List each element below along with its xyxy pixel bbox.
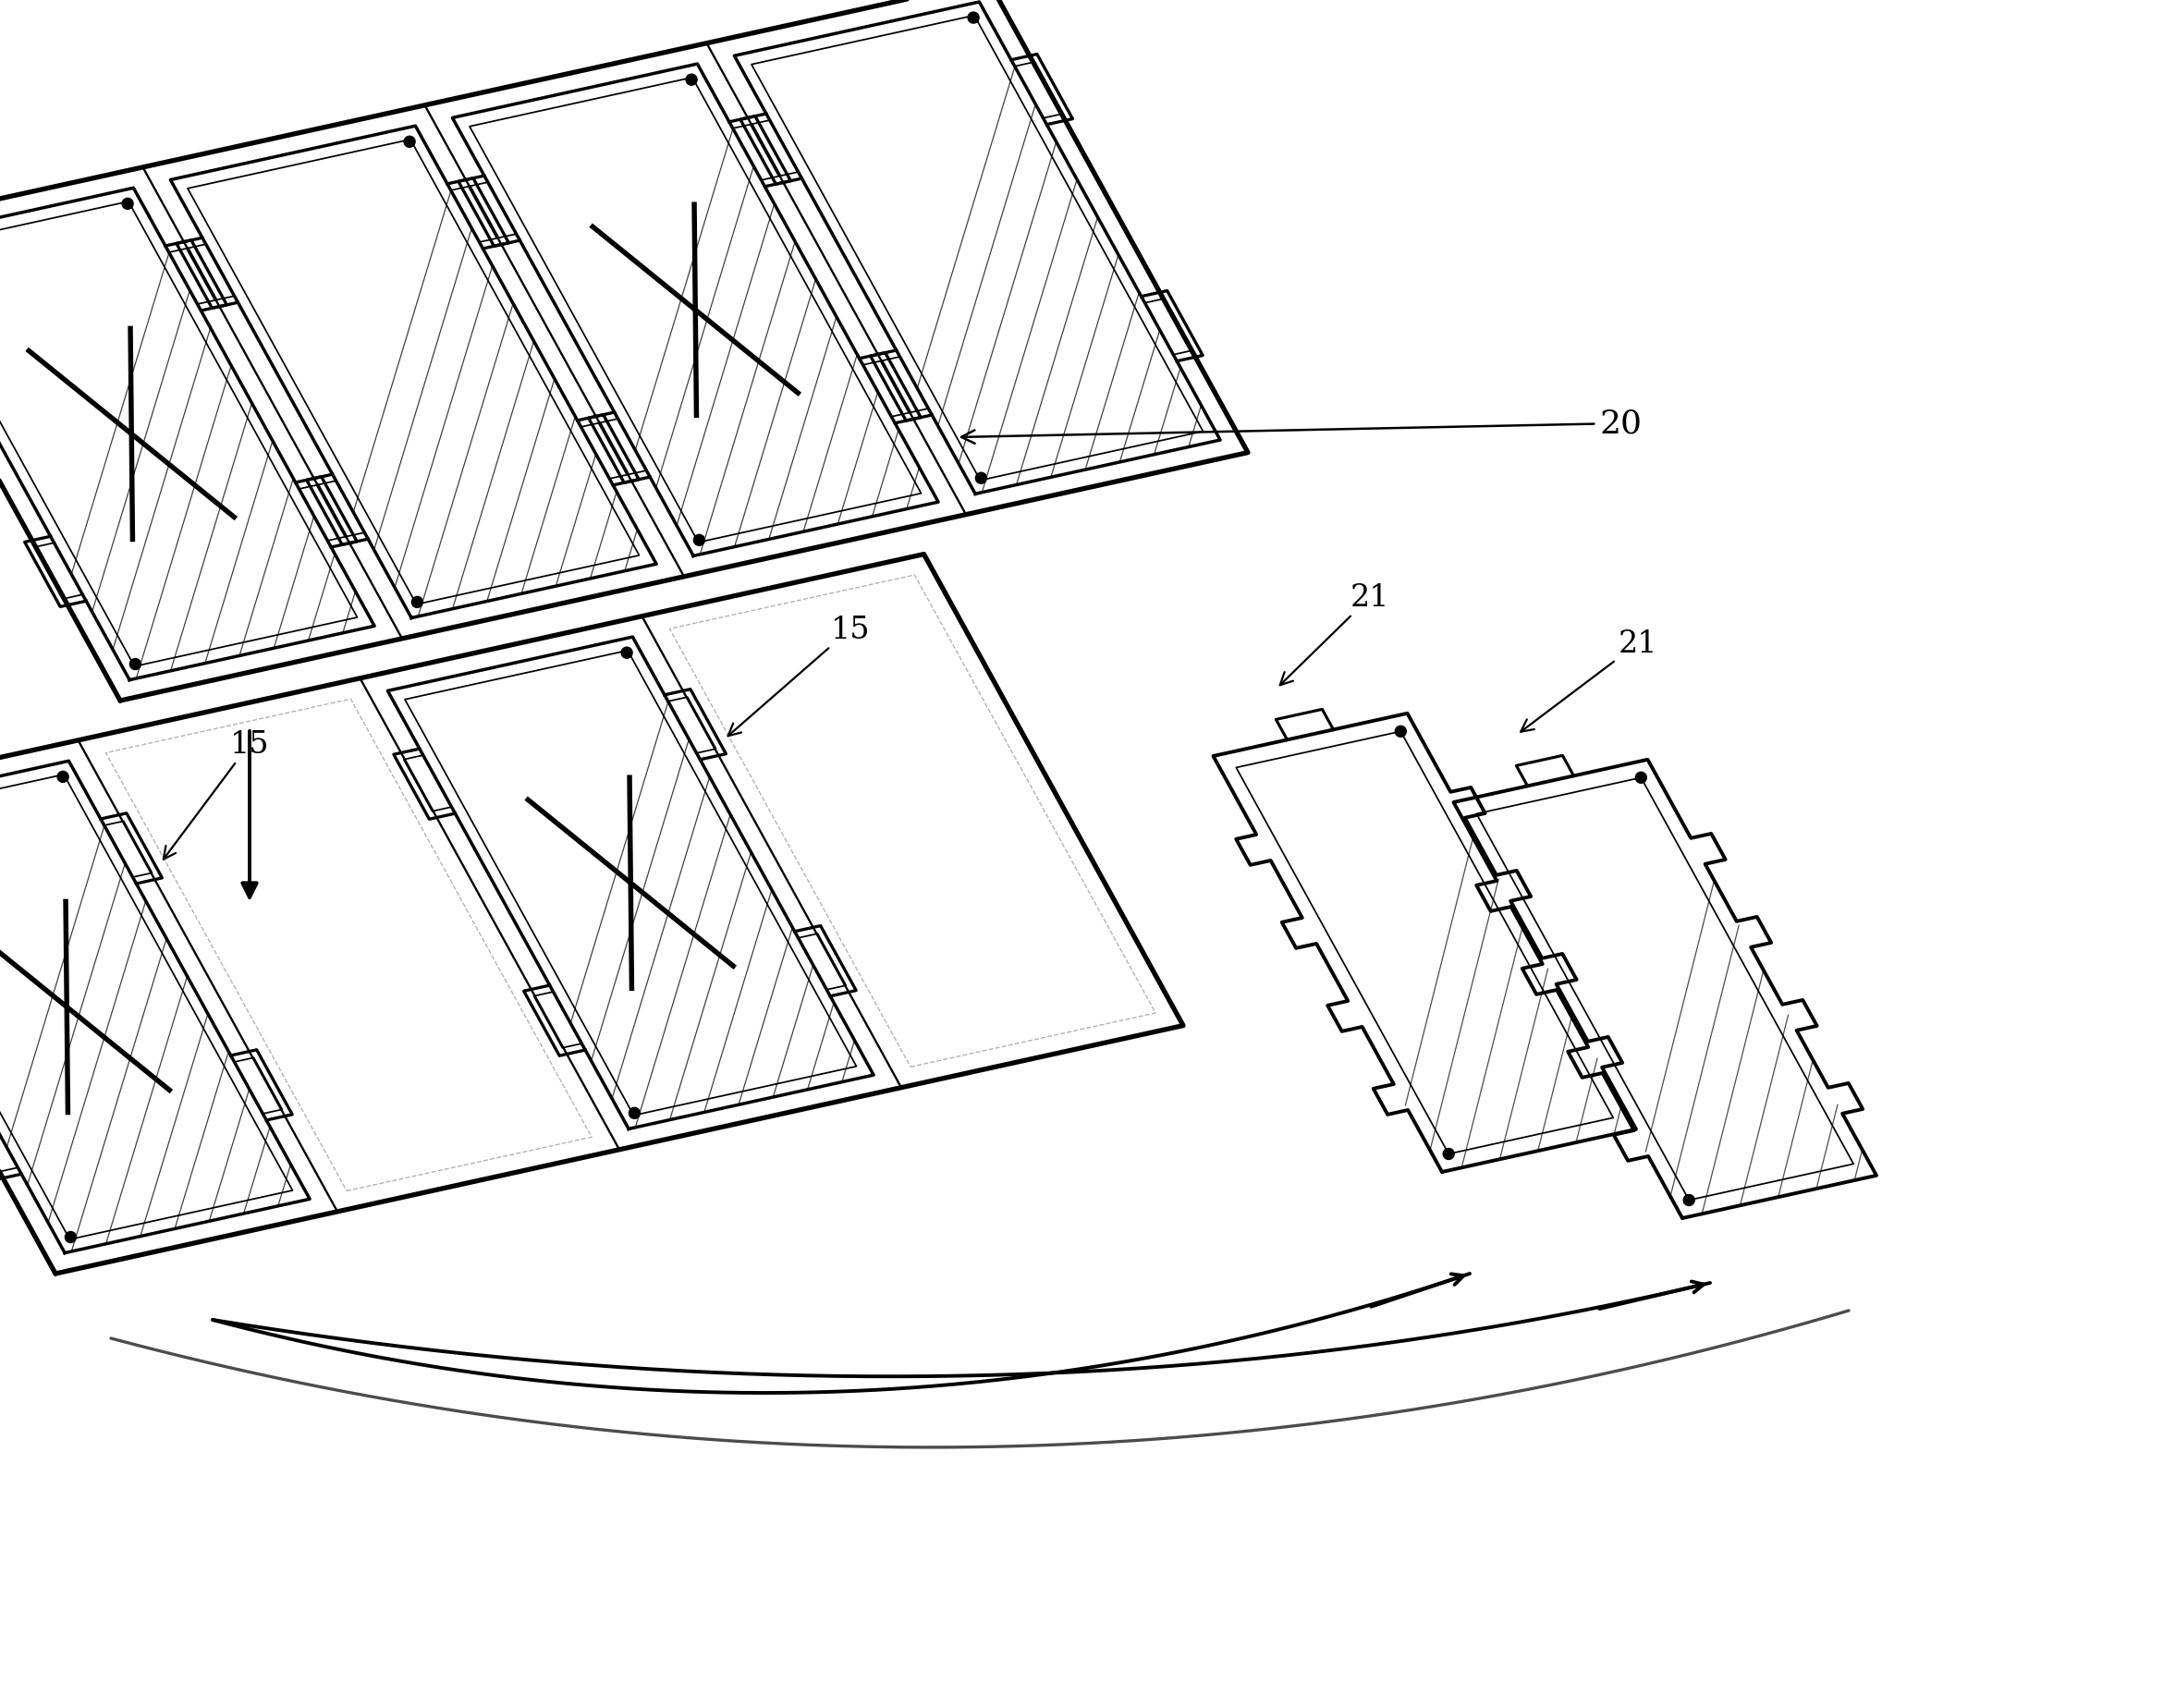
Circle shape bbox=[694, 535, 705, 547]
Circle shape bbox=[967, 14, 980, 24]
Circle shape bbox=[130, 659, 141, 670]
Circle shape bbox=[1635, 772, 1646, 784]
Circle shape bbox=[1683, 1196, 1694, 1206]
Circle shape bbox=[1395, 726, 1406, 738]
Polygon shape bbox=[1213, 714, 1635, 1172]
Circle shape bbox=[121, 198, 134, 210]
Circle shape bbox=[1443, 1149, 1454, 1160]
Circle shape bbox=[621, 647, 632, 659]
Circle shape bbox=[404, 137, 415, 149]
Text: 21: 21 bbox=[1521, 629, 1657, 733]
Circle shape bbox=[976, 473, 986, 485]
Circle shape bbox=[411, 598, 422, 608]
Circle shape bbox=[686, 75, 696, 85]
Text: 15: 15 bbox=[164, 729, 268, 859]
Polygon shape bbox=[0, 555, 1183, 1274]
Text: 21: 21 bbox=[1280, 582, 1391, 685]
Text: 15: 15 bbox=[729, 615, 870, 736]
Circle shape bbox=[58, 772, 69, 782]
Circle shape bbox=[65, 1231, 76, 1243]
Circle shape bbox=[629, 1108, 640, 1119]
Polygon shape bbox=[1454, 760, 1877, 1218]
Polygon shape bbox=[0, 0, 1248, 700]
Text: 20: 20 bbox=[960, 408, 1642, 444]
